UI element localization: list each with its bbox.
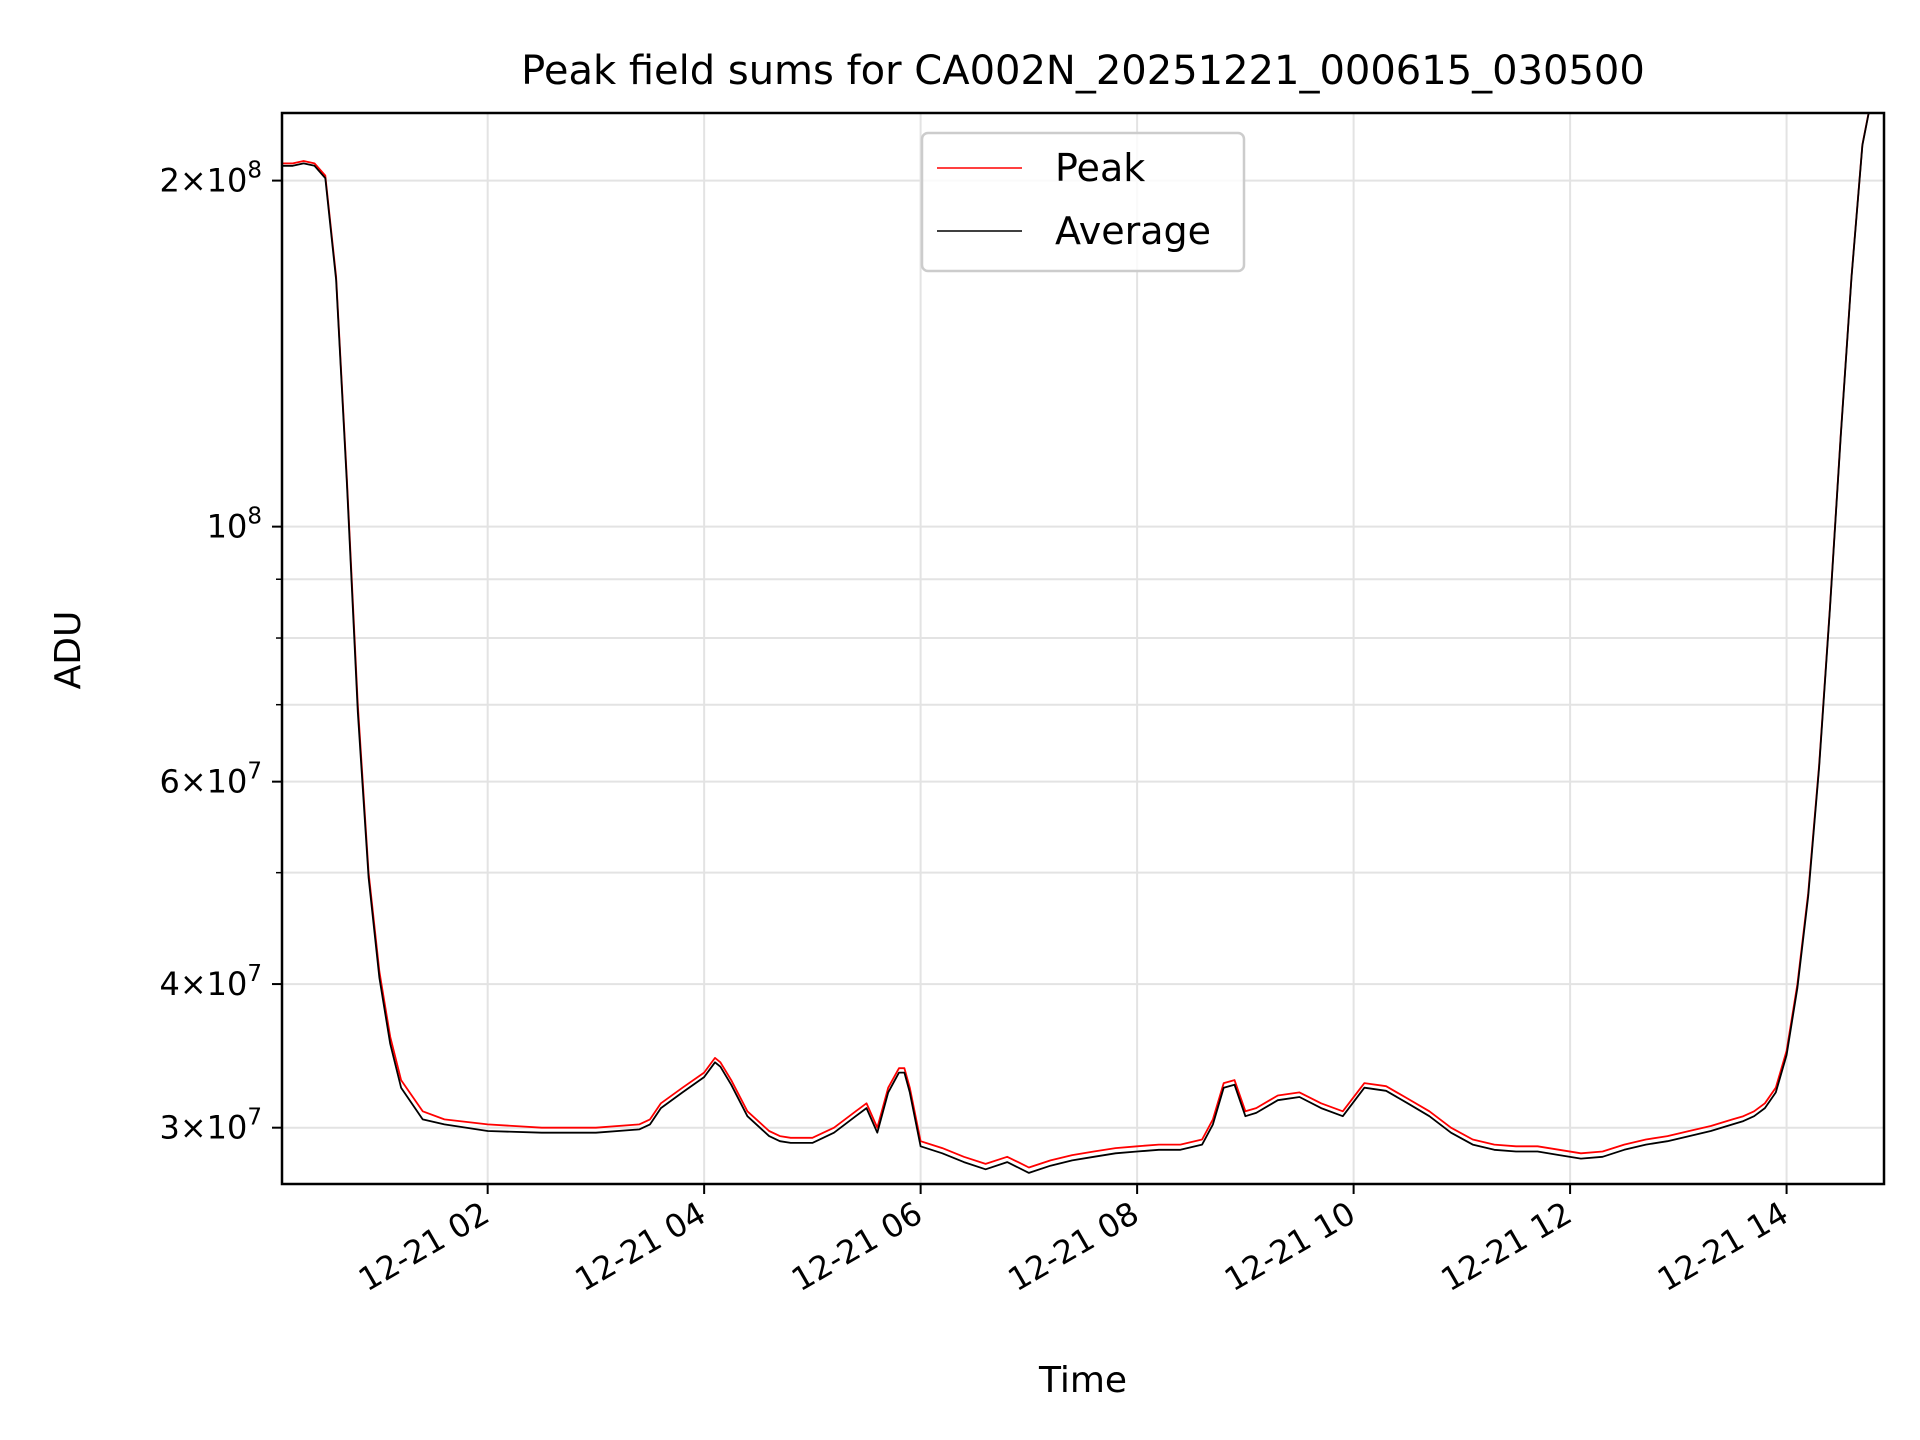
- legend: Peak Average: [920, 131, 1246, 273]
- y-tick-label: 4×107: [159, 961, 262, 1003]
- series-layer: [282, 113, 1870, 1174]
- y-axis-label: ADU: [48, 611, 89, 690]
- legend-label-peak: Peak: [1055, 146, 1145, 190]
- legend-label-average: Average: [1055, 209, 1211, 253]
- y-tick-label: 108: [207, 504, 262, 546]
- y-tick-label: 2×108: [159, 158, 262, 200]
- series-line-average: [282, 113, 1870, 1174]
- chart-title: Peak field sums for CA002N_20251221_0006…: [521, 48, 1645, 94]
- y-tick-label: 6×107: [159, 759, 262, 801]
- y-tick-label: 3×107: [159, 1105, 262, 1147]
- plot-frame: [280, 111, 1886, 1186]
- series-line-peak: [282, 113, 1870, 1169]
- y-axis: 3×107 4×107 6×107 108 2×108: [159, 158, 282, 1147]
- x-axis-label: Time: [1038, 1360, 1127, 1401]
